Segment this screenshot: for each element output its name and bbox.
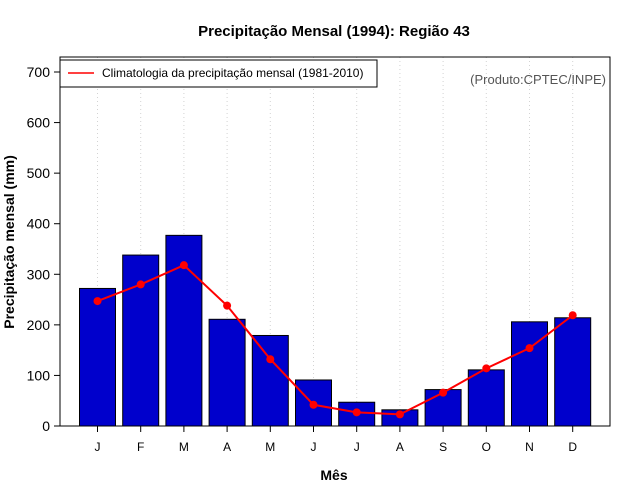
y-tick-label: 700 — [27, 64, 51, 80]
y-tick-label: 0 — [42, 418, 50, 434]
y-axis-label: Precipitação mensal (mm) — [1, 155, 17, 329]
x-tick-label: J — [311, 440, 317, 454]
bar-M-4 — [251, 334, 289, 427]
bar-O-9 — [467, 369, 505, 427]
y-tick-label: 400 — [27, 216, 51, 232]
climatology-point-3 — [223, 301, 232, 310]
climatology-point-6 — [352, 408, 361, 417]
climatology-point-0 — [93, 297, 102, 306]
x-tick-label: D — [568, 440, 577, 454]
y-tick-label: 600 — [27, 115, 51, 131]
chart-title: Precipitação Mensal (1994): Região 43 — [198, 23, 470, 40]
bar-J-5 — [295, 379, 332, 427]
climatology-point-1 — [136, 280, 145, 289]
bar-A-3 — [208, 318, 246, 427]
x-tick-label: M — [179, 440, 189, 454]
climatology-line — [93, 261, 577, 419]
legend: Climatologia da precipitação mensal (198… — [59, 59, 378, 88]
x-axis-label: Mês — [320, 467, 347, 483]
x-tick-label: N — [525, 440, 534, 454]
y-tick-label: 500 — [27, 165, 51, 181]
x-tick-label: A — [396, 440, 404, 454]
y-axis: 0 100 200 300 400 500 600 700 — [27, 64, 60, 434]
climatology-point-11 — [568, 311, 577, 320]
climatology-point-9 — [482, 364, 491, 373]
y-tick-label: 200 — [27, 317, 51, 333]
bar-J-0 — [79, 287, 116, 427]
bar-D-11 — [554, 317, 592, 427]
climatology-point-4 — [266, 355, 275, 364]
climatology-series-line — [97, 263, 574, 416]
x-tick-label: F — [137, 440, 144, 454]
x-tick-label: S — [439, 440, 447, 454]
x-tick-label: O — [482, 440, 491, 454]
climatology-point-5 — [309, 400, 318, 409]
legend-entry-climatology: Climatologia da precipitação mensal (198… — [102, 66, 363, 80]
climatology-point-10 — [525, 344, 534, 353]
credit-annotation: (Produto:CPTEC/INPE) — [470, 72, 606, 87]
x-tick-label: M — [265, 440, 275, 454]
x-tick-label: J — [354, 440, 360, 454]
climatology-point-2 — [179, 261, 188, 270]
x-tick-label: A — [223, 440, 231, 454]
climatology-point-7 — [395, 410, 404, 419]
plot-frame — [59, 56, 611, 427]
y-tick-label: 300 — [27, 266, 51, 282]
climatology-point-8 — [439, 388, 448, 397]
bars — [79, 234, 592, 427]
x-tick-label: J — [95, 440, 101, 454]
y-tick-label: 100 — [27, 367, 51, 383]
legend-box — [59, 59, 378, 88]
